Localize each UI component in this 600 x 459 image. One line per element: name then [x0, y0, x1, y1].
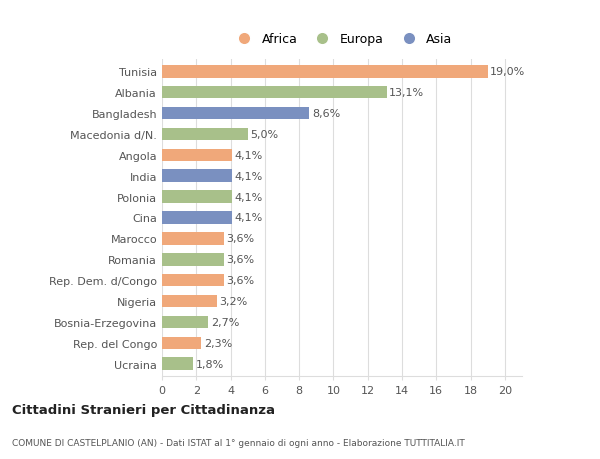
Bar	[162, 170, 232, 183]
Bar	[162, 129, 248, 141]
Text: 3,6%: 3,6%	[226, 255, 254, 265]
Text: 4,1%: 4,1%	[235, 151, 263, 161]
Bar	[162, 149, 232, 162]
Bar	[162, 316, 208, 329]
Bar	[162, 295, 217, 308]
Text: 2,7%: 2,7%	[211, 317, 239, 327]
Text: 3,2%: 3,2%	[220, 297, 248, 306]
Text: Cittadini Stranieri per Cittadinanza: Cittadini Stranieri per Cittadinanza	[12, 403, 275, 416]
Bar	[162, 274, 224, 287]
Text: 13,1%: 13,1%	[389, 88, 424, 98]
Text: 3,6%: 3,6%	[226, 275, 254, 285]
Bar	[162, 212, 232, 224]
Bar	[162, 233, 224, 245]
Text: 3,6%: 3,6%	[226, 234, 254, 244]
Bar	[162, 358, 193, 370]
Text: 2,3%: 2,3%	[204, 338, 232, 348]
Bar	[162, 87, 386, 99]
Text: COMUNE DI CASTELPLANIO (AN) - Dati ISTAT al 1° gennaio di ogni anno - Elaborazio: COMUNE DI CASTELPLANIO (AN) - Dati ISTAT…	[12, 438, 465, 447]
Text: 4,1%: 4,1%	[235, 192, 263, 202]
Bar	[162, 191, 232, 203]
Text: 19,0%: 19,0%	[490, 67, 526, 77]
Bar	[162, 253, 224, 266]
Text: 8,6%: 8,6%	[312, 109, 340, 119]
Text: 5,0%: 5,0%	[250, 130, 278, 140]
Text: 4,1%: 4,1%	[235, 213, 263, 223]
Bar	[162, 107, 310, 120]
Text: 4,1%: 4,1%	[235, 171, 263, 181]
Bar	[162, 66, 488, 78]
Text: 1,8%: 1,8%	[196, 359, 224, 369]
Bar	[162, 337, 202, 349]
Legend: Africa, Europa, Asia: Africa, Europa, Asia	[227, 28, 458, 51]
